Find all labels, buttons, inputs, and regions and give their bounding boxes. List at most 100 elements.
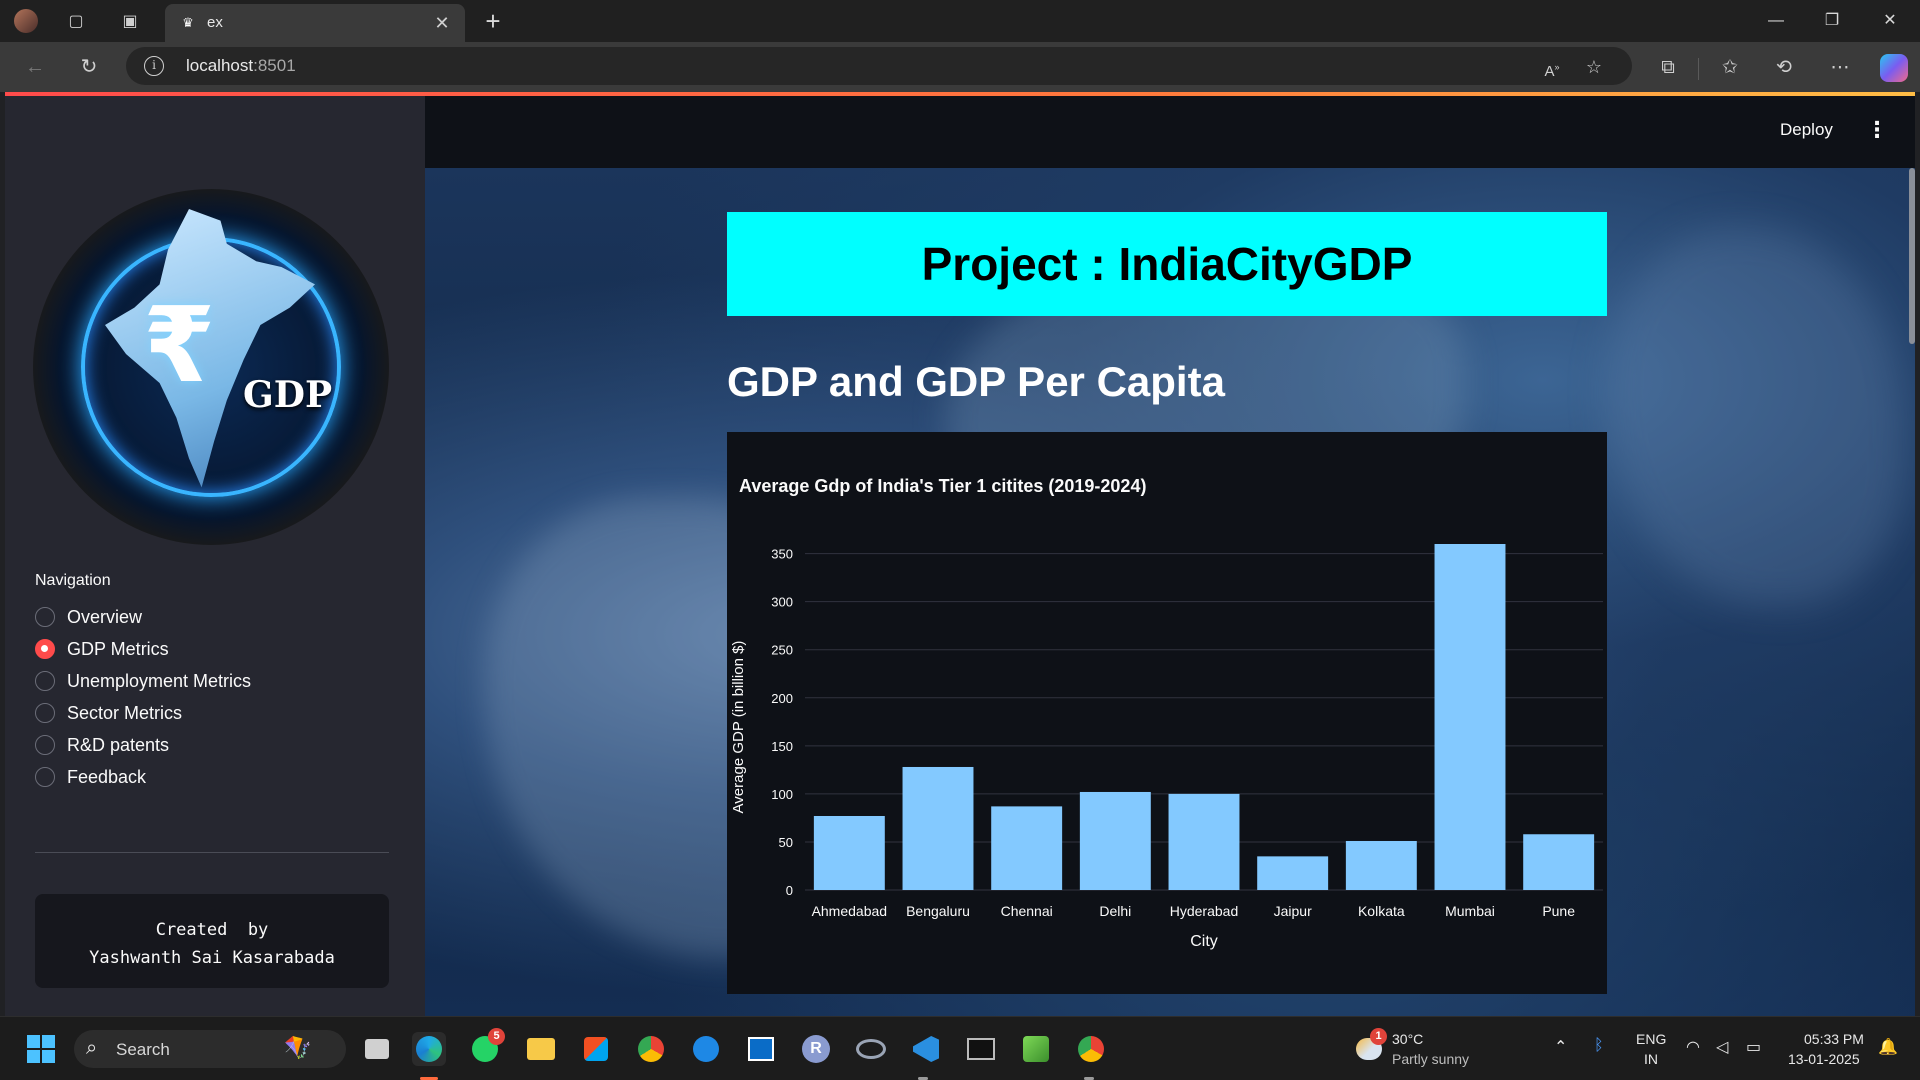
radio-label: Feedback [67,766,147,787]
main-scrollbar[interactable] [1909,168,1915,344]
x-tick-label: Ahmedabad [812,903,888,919]
radio-circle[interactable] [35,671,55,691]
language-line2[interactable]: IN [1644,1051,1658,1067]
edge-browser-icon[interactable] [412,1032,446,1066]
radio-circle-selected[interactable] [35,639,55,659]
main-menu-icon[interactable]: ⋮ [1866,117,1888,142]
weather-desc[interactable]: Partly sunny [1392,1051,1470,1067]
close-tab-icon[interactable]: ✕ [434,13,450,33]
nav-radio-feedback[interactable]: Feedback [35,763,146,791]
x-tick-label: Kolkata [1358,903,1405,919]
x-axis-label: City [1190,933,1218,950]
clock-time[interactable]: 05:33 PM [1804,1031,1864,1047]
bar-mumbai [1434,544,1506,890]
gdp-bar-chart[interactable]: Average Gdp of India's Tier 1 citites (2… [727,432,1607,994]
chrome-icon[interactable] [634,1032,668,1066]
new-tab-button[interactable]: + [485,6,501,36]
nav-radio-rd-patents[interactable]: R&D patents [35,731,169,759]
read-aloud-icon[interactable]: A» [1544,62,1560,80]
weather-icon[interactable]: 1 [1352,1028,1387,1066]
windows-start-icon[interactable] [24,1032,58,1066]
app-icon-window[interactable] [744,1032,778,1066]
search-highlight-icon: 🪁 [284,1035,312,1060]
nav-radio-gdp-metrics[interactable]: GDP Metrics [35,635,169,663]
clock-date[interactable]: 13-01-2025 [1788,1051,1860,1067]
x-tick-label: Mumbai [1445,903,1495,919]
y-tick-label: 100 [771,787,793,802]
y-tick-label: 250 [771,643,793,658]
y-tick-label: 200 [771,691,793,706]
address-url[interactable]: localhost:8501 [186,56,296,75]
restore-icon[interactable]: ❐ [1824,12,1840,29]
task-view-icon[interactable] [360,1032,394,1066]
favorite-star-icon[interactable]: ☆ [1585,57,1603,77]
running-app-indicator [918,1077,928,1080]
search-icon: ⌕ [86,1037,98,1059]
logo-gdp-text: GDP [243,374,333,416]
sidebar-divider [35,852,389,853]
profile-avatar-icon[interactable] [14,9,38,33]
battery-icon[interactable]: ▭ [1746,1039,1762,1056]
app-icon-blue-check[interactable] [689,1032,723,1066]
copilot-icon[interactable] [1880,54,1908,82]
y-tick-label: 350 [771,547,793,562]
sidebar: ₹ GDP Navigation Overview GDP Metrics Un… [5,96,425,1016]
extensions-icon[interactable]: ⧉ [1661,57,1675,78]
close-window-icon[interactable]: ✕ [1883,12,1897,29]
wifi-icon[interactable]: ◠ [1686,1039,1700,1056]
chart-svg: Average Gdp of India's Tier 1 citites (2… [730,476,1603,950]
deploy-button[interactable]: Deploy [1780,120,1833,139]
address-bar[interactable]: i localhost:8501 A» ☆ [126,47,1632,85]
bar-hyderabad [1168,793,1240,890]
tab-actions-icon[interactable]: ▣ [122,13,138,30]
vscode-icon[interactable] [909,1032,943,1066]
snipping-tool-icon[interactable] [1019,1032,1053,1066]
credit-box: Created by Yashwanth Sai Kasarabada [35,894,389,988]
toolbar-divider [1698,58,1699,80]
x-tick-label: Pune [1542,903,1575,919]
whatsapp-badge: 5 [488,1028,505,1045]
chrome-profile-icon[interactable] [1074,1032,1108,1066]
volume-icon[interactable]: ◁ [1716,1039,1729,1056]
language-line1[interactable]: ENG [1636,1031,1667,1047]
workspaces-icon[interactable]: ▢ [68,13,84,30]
history-icon[interactable]: ⟲ [1776,57,1792,78]
radio-circle[interactable] [35,735,55,755]
microsoft-store-icon[interactable] [579,1032,613,1066]
y-tick-label: 50 [779,835,793,850]
bar-ahmedabad [813,815,885,890]
windows-taskbar: ⌕ Search 🪁 5 R 1 30°C Partly sunny ⌃ ᛒ E… [0,1016,1920,1080]
reload-icon[interactable]: ↻ [80,56,98,78]
streamlit-crown-icon: ♛ [182,15,194,30]
r-language-icon[interactable]: R [799,1032,833,1066]
whatsapp-icon[interactable]: 5 [468,1028,505,1066]
bar-pune [1523,834,1595,890]
rstudio-icon[interactable] [854,1032,888,1066]
nav-radio-overview[interactable]: Overview [35,603,142,631]
notification-bell-icon[interactable]: 🔔 [1878,1039,1898,1056]
project-title: Project : IndiaCityGDP [921,238,1413,290]
weather-temp[interactable]: 30°C [1392,1031,1424,1047]
y-tick-label: 0 [786,883,793,898]
taskbar-search[interactable]: ⌕ Search 🪁 [74,1030,346,1068]
streamlit-running-indicator [5,92,1915,96]
favorites-icon[interactable]: ✩ [1722,57,1738,78]
show-hidden-icons-icon[interactable]: ⌃ [1554,1039,1568,1056]
radio-circle[interactable] [35,767,55,787]
back-arrow-icon[interactable]: ← [25,56,45,78]
radio-circle[interactable] [35,607,55,627]
radio-circle[interactable] [35,703,55,723]
terminal-icon[interactable] [964,1032,998,1066]
minimize-icon[interactable]: — [1768,12,1784,29]
site-info-icon[interactable]: i [144,56,164,76]
tab-title: ex [207,14,223,31]
weather-badge: 1 [1370,1028,1387,1045]
nav-radio-unemployment-metrics[interactable]: Unemployment Metrics [35,667,251,695]
nav-radio-sector-metrics[interactable]: Sector Metrics [35,699,182,727]
more-options-icon[interactable]: ⋯ [1830,57,1850,78]
radio-label: Overview [67,606,143,627]
file-explorer-icon[interactable] [524,1032,558,1066]
y-tick-label: 150 [771,739,793,754]
browser-tab-active[interactable]: ♛ ex ✕ [165,4,465,42]
bluetooth-icon[interactable]: ᛒ [1594,1037,1604,1054]
